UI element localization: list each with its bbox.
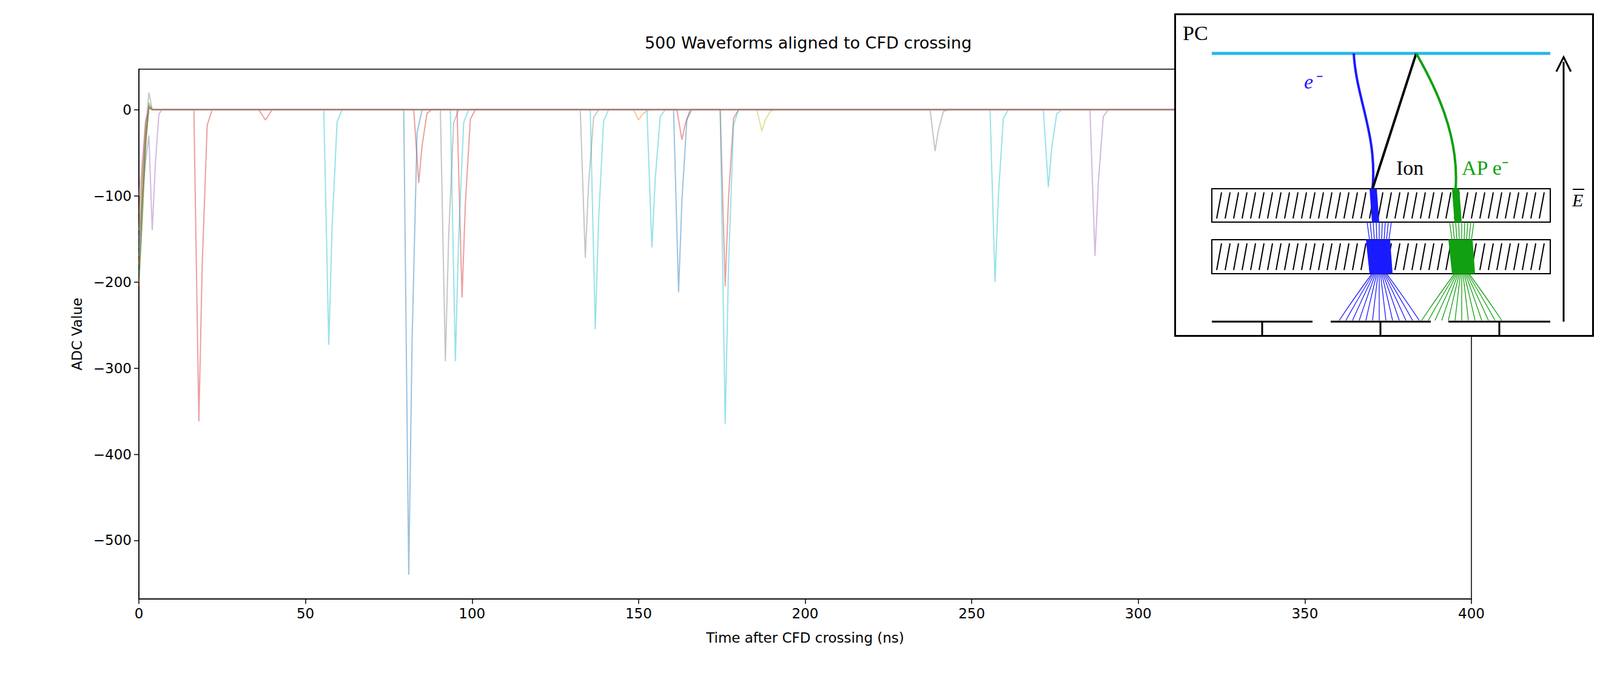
- svg-text:−400: −400: [93, 446, 132, 463]
- svg-text:200: 200: [792, 605, 819, 622]
- svg-text:e⁻: e⁻: [1304, 70, 1323, 93]
- svg-text:PC: PC: [1182, 21, 1209, 45]
- svg-text:−100: −100: [93, 188, 132, 204]
- svg-text:−500: −500: [93, 531, 132, 548]
- svg-text:Ion: Ion: [1396, 156, 1424, 179]
- svg-text:500 Waveforms aligned to CFD c: 500 Waveforms aligned to CFD crossing: [644, 33, 972, 53]
- svg-text:0: 0: [122, 101, 132, 118]
- svg-text:AP e⁻: AP e⁻: [1461, 156, 1509, 179]
- svg-text:E: E: [1571, 189, 1584, 210]
- svg-text:100: 100: [458, 605, 486, 622]
- svg-text:0: 0: [134, 605, 144, 622]
- svg-text:250: 250: [958, 605, 985, 622]
- svg-text:150: 150: [625, 605, 653, 622]
- svg-text:ADC Value: ADC Value: [69, 297, 85, 371]
- svg-text:400: 400: [1458, 605, 1485, 622]
- svg-text:50: 50: [296, 605, 315, 622]
- svg-text:Time after CFD crossing (ns): Time after CFD crossing (ns): [705, 629, 905, 646]
- svg-text:300: 300: [1125, 605, 1152, 622]
- svg-text:−300: −300: [93, 360, 132, 377]
- svg-text:350: 350: [1291, 605, 1318, 622]
- svg-text:−200: −200: [93, 274, 132, 290]
